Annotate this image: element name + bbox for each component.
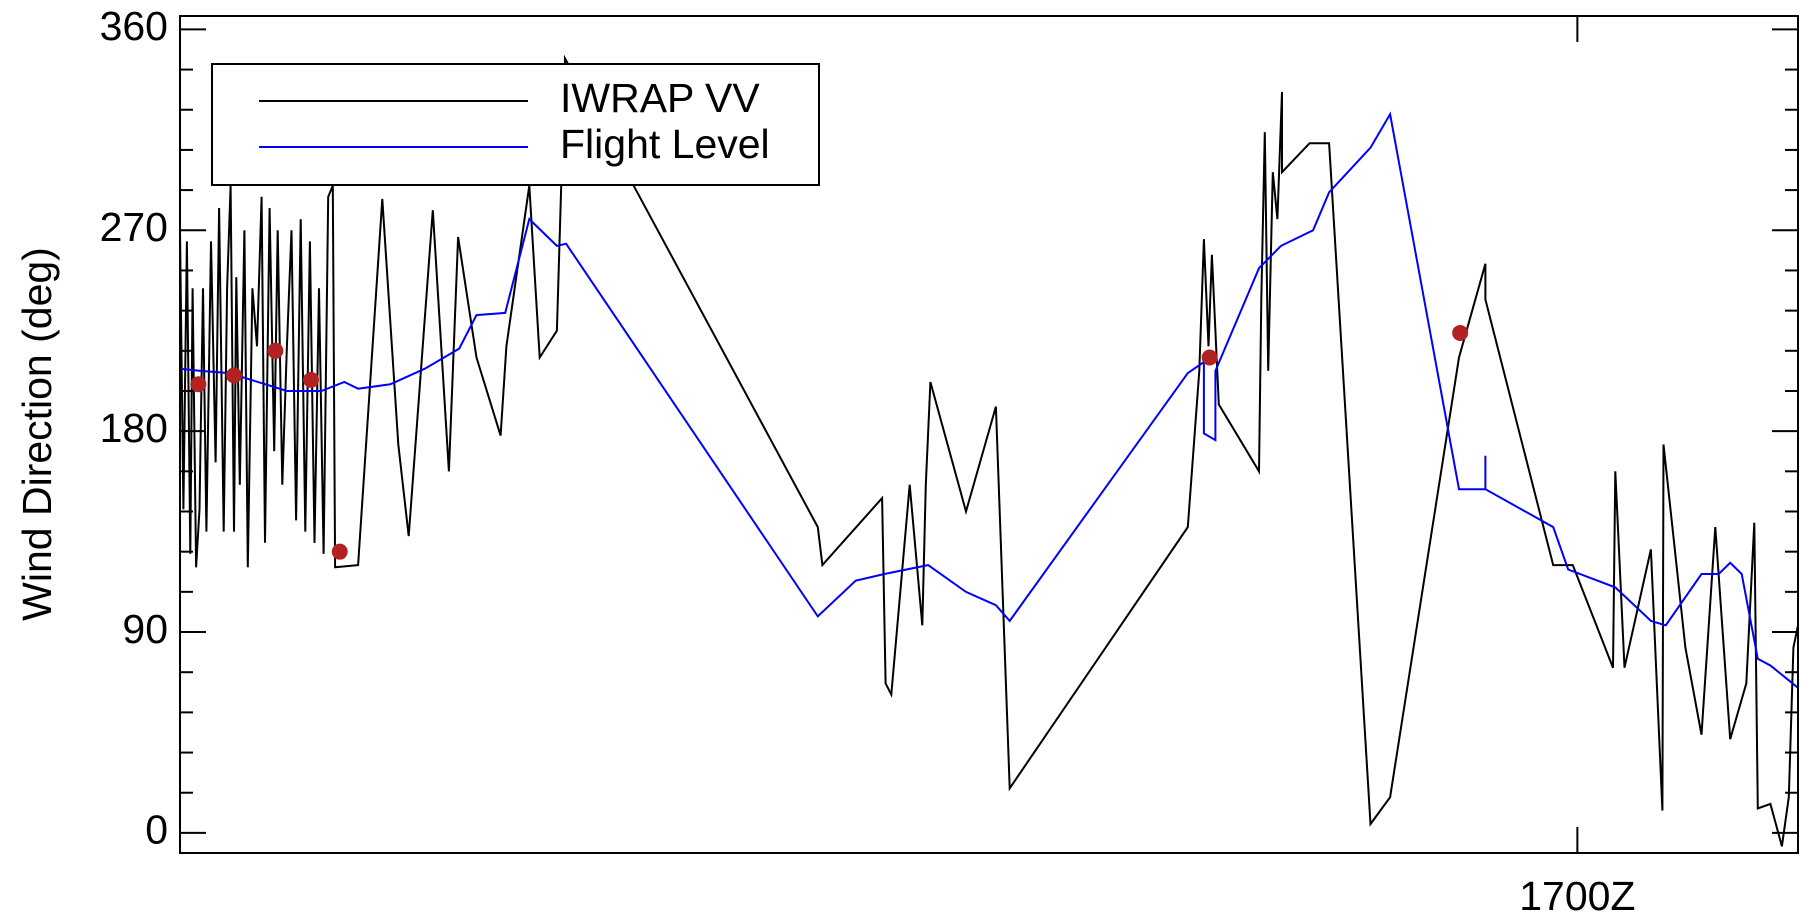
point xyxy=(190,376,207,393)
y-tick-label: 360 xyxy=(100,3,168,49)
y-tick-label: 270 xyxy=(100,204,168,250)
series-line xyxy=(179,54,1799,847)
plot-frame xyxy=(179,15,1799,854)
y-axis-label: Wind Direction (deg) xyxy=(14,247,60,621)
x-tick-label: 1700Z xyxy=(1519,873,1635,916)
legend-label: Flight Level xyxy=(560,121,770,167)
y-tick-label: 180 xyxy=(100,405,168,451)
series-line xyxy=(179,111,1799,689)
legend-label: IWRAP VV xyxy=(560,75,760,121)
point xyxy=(303,371,320,388)
y-tick-label: 0 xyxy=(145,807,168,853)
point xyxy=(1452,324,1469,341)
y-tick-label: 90 xyxy=(122,606,168,652)
legend-box xyxy=(211,63,820,186)
point xyxy=(1201,349,1218,366)
point xyxy=(267,342,284,359)
point xyxy=(226,367,243,384)
point xyxy=(331,543,348,560)
